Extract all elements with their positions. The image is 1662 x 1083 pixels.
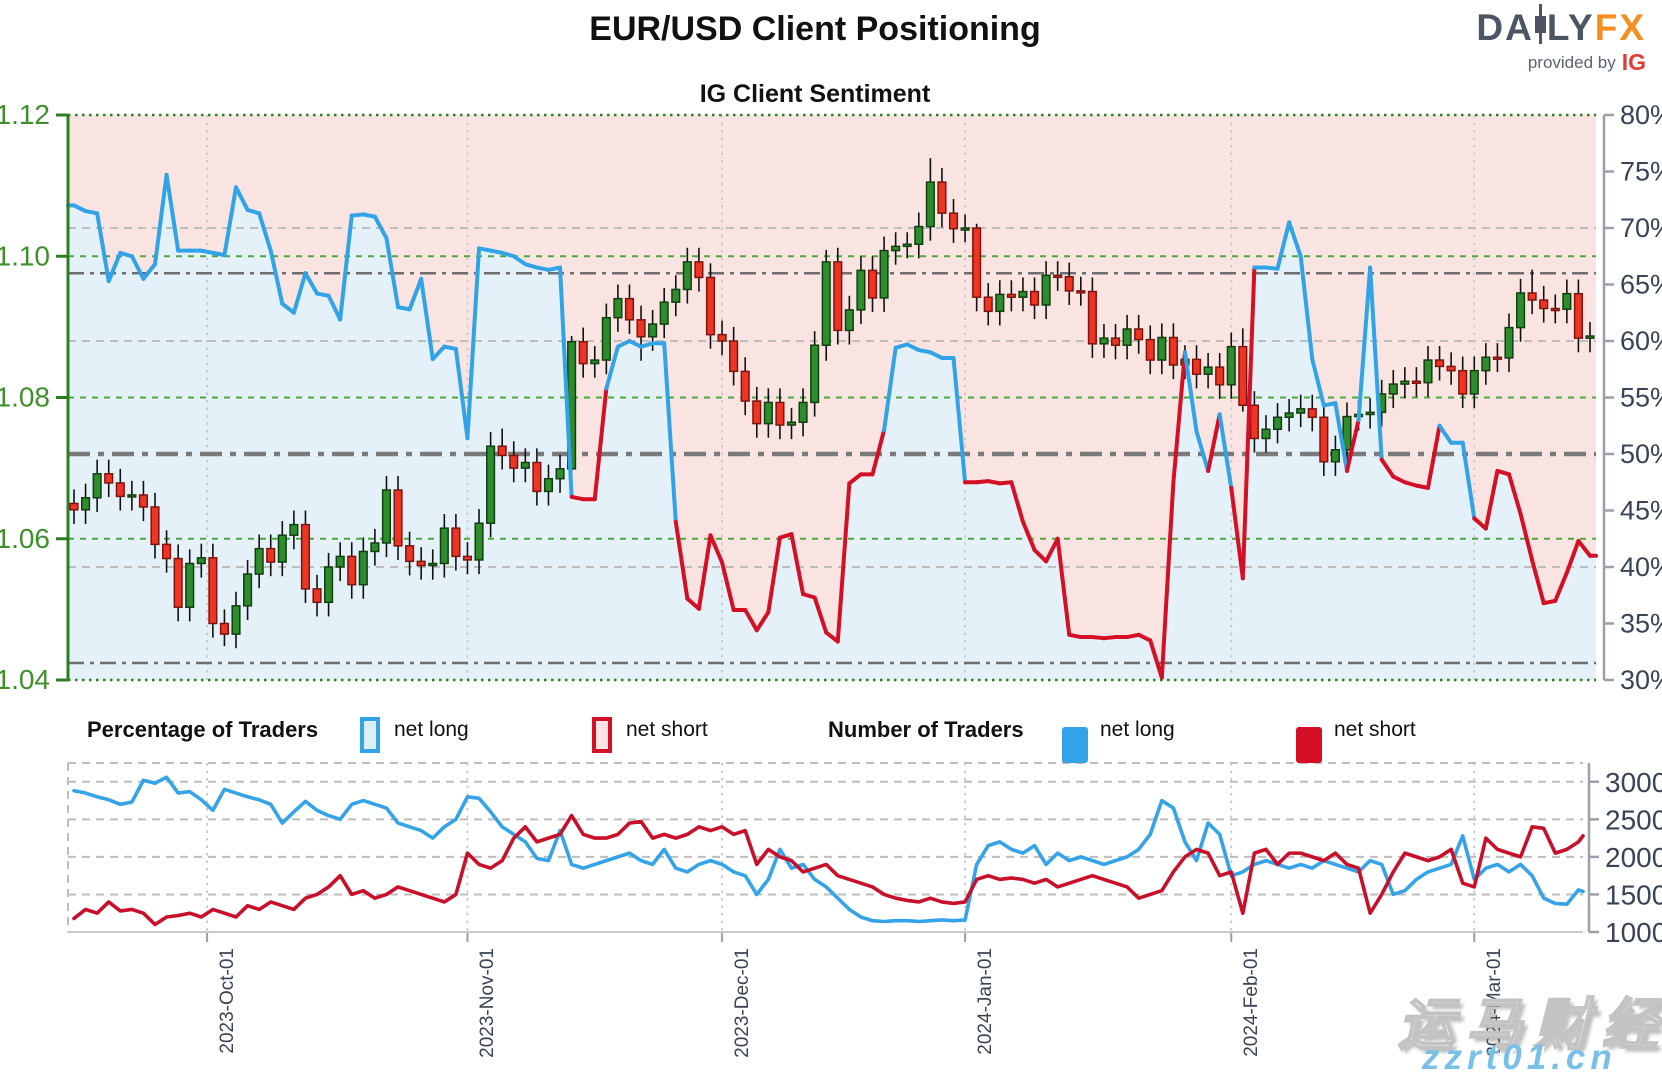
legend-num-net-long: net long bbox=[1100, 718, 1175, 741]
traders-net-long-line bbox=[72, 775, 1585, 924]
svg-text:2500: 2500 bbox=[1605, 804, 1662, 835]
legend-pct-net-long: net long bbox=[394, 718, 469, 741]
candlestick-icon bbox=[1534, 4, 1547, 44]
dailyfx-logo: DA LYFX provided by IG bbox=[1476, 4, 1646, 75]
svg-text:55%: 55% bbox=[1620, 383, 1662, 413]
svg-text:60%: 60% bbox=[1620, 326, 1662, 356]
svg-text:1.10: 1.10 bbox=[0, 240, 50, 271]
svg-text:1.06: 1.06 bbox=[0, 523, 50, 554]
watermark-url: zzrt01.cn bbox=[1422, 1038, 1617, 1077]
watermark-cn: 运马财经 bbox=[1397, 992, 1662, 1057]
svg-text:50%: 50% bbox=[1620, 439, 1662, 469]
page-title: EUR/USD Client Positioning bbox=[589, 10, 1041, 48]
chart-subtitle: IG Client Sentiment bbox=[699, 80, 931, 108]
traders-count-plot: 3000 2500 2000 1500 1000 bbox=[67, 762, 1662, 948]
provided-by: provided by IG bbox=[1527, 49, 1646, 75]
pct-net-short-swatch bbox=[592, 717, 612, 753]
svg-text:35%: 35% bbox=[1620, 609, 1662, 639]
pct-net-long-swatch bbox=[360, 717, 380, 753]
legend-pct-net-short: net short bbox=[626, 718, 708, 741]
svg-text:1.12: 1.12 bbox=[0, 99, 50, 130]
svg-text:45%: 45% bbox=[1620, 496, 1662, 526]
dailyfx-wordmark: DA LYFX bbox=[1476, 4, 1646, 46]
svg-text:1.04: 1.04 bbox=[0, 664, 50, 695]
svg-text:1500: 1500 bbox=[1605, 879, 1662, 910]
legend-num-title: Number of Traders bbox=[828, 717, 1024, 742]
legend-pct-title: Percentage of Traders bbox=[87, 717, 319, 742]
legend-num-net-short: net short bbox=[1334, 718, 1416, 741]
svg-text:30%: 30% bbox=[1620, 665, 1662, 695]
svg-text:65%: 65% bbox=[1620, 270, 1662, 300]
sentiment-line bbox=[66, 172, 1598, 680]
svg-text:1.08: 1.08 bbox=[0, 382, 50, 413]
num-net-short-swatch bbox=[1296, 727, 1322, 763]
svg-text:80%: 80% bbox=[1620, 100, 1662, 130]
ig-logo: IG bbox=[1621, 49, 1646, 75]
num-net-long-swatch bbox=[1062, 727, 1088, 763]
svg-text:1000: 1000 bbox=[1605, 917, 1662, 948]
traders-net-short-line bbox=[72, 813, 1585, 927]
candles-layer bbox=[69, 158, 1595, 649]
svg-text:75%: 75% bbox=[1620, 157, 1662, 187]
svg-text:2000: 2000 bbox=[1605, 842, 1662, 873]
svg-text:70%: 70% bbox=[1620, 213, 1662, 243]
svg-text:3000: 3000 bbox=[1605, 767, 1662, 798]
price-sentiment-plot: 1.12 1.10 1.08 1.06 1.04 80% 75% 70% 65% 60% 55% 50… bbox=[0, 99, 1662, 695]
svg-text:40%: 40% bbox=[1620, 552, 1662, 582]
